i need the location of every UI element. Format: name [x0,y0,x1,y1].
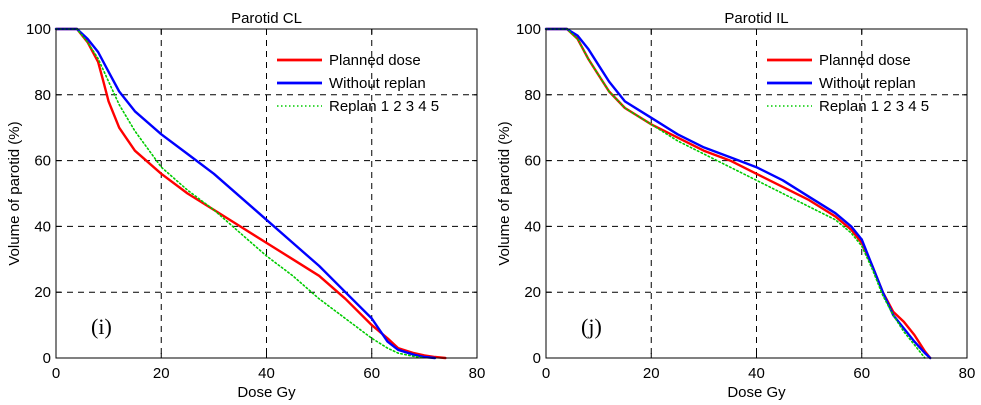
legend-planned-dose-label: Planned dose [329,52,421,69]
replan-line [55,28,426,359]
x-tick-label: 80 [959,365,976,382]
x-tick-label: 0 [542,365,550,382]
panel-label: (j) [581,314,602,339]
x-tick-label: 60 [363,365,380,382]
y-tick-label: 80 [34,87,51,104]
y-tick-label: 60 [34,153,51,170]
x-tick-label: 20 [153,365,170,382]
x-axis-title: Dose Gy [237,384,296,401]
parotid-cl-panel: 0 20 40 60 80 0 20 40 60 80 100 Parotid CL Dose Gy Vo… [6,10,485,401]
y-tick-label: 20 [524,284,541,301]
legend-replan-label: Replan 1 2 3 4 5 [329,98,439,115]
chart-title: Parotid IL [724,10,788,27]
chart-title: Parotid CL [231,10,302,27]
legend-planned-dose-label: Planned dose [819,52,911,69]
y-tick-label: 100 [516,21,541,38]
x-tick-label: 80 [469,365,486,382]
without-replan-line [54,27,437,360]
x-tick-label: 60 [853,365,870,382]
x-tick-label: 40 [258,365,275,382]
legend-replan-label: Replan 1 2 3 4 5 [819,98,929,115]
y-tick-label: 100 [26,21,51,38]
y-tick-label: 60 [524,153,541,170]
x-tick-label: 40 [748,365,765,382]
planned-dose-line [54,27,447,360]
x-tick-label: 0 [52,365,60,382]
y-tick-label: 0 [533,350,541,367]
x-tick-label: 20 [643,365,660,382]
panel-label: (i) [91,314,112,339]
y-tick-label: 40 [524,218,541,235]
y-tick-label: 0 [43,350,51,367]
y-axis-title: Volume of parotid (%) [6,121,23,265]
y-tick-label: 40 [34,218,51,235]
plot-area [546,29,967,358]
legend-without-replan-label: Without replan [329,75,426,92]
y-axis-title: Volume of parotid (%) [496,121,513,265]
plot-area [56,29,477,358]
parotid-il-panel: 0 20 40 60 80 0 20 40 60 80 100 Parotid IL Dose Gy Vo… [496,10,975,401]
replan-line [545,28,926,359]
y-tick-label: 80 [524,87,541,104]
y-tick-label: 20 [34,284,51,301]
without-replan-line [544,27,932,360]
x-axis-title: Dose Gy [727,384,786,401]
legend-without-replan-label: Without replan [819,75,916,92]
